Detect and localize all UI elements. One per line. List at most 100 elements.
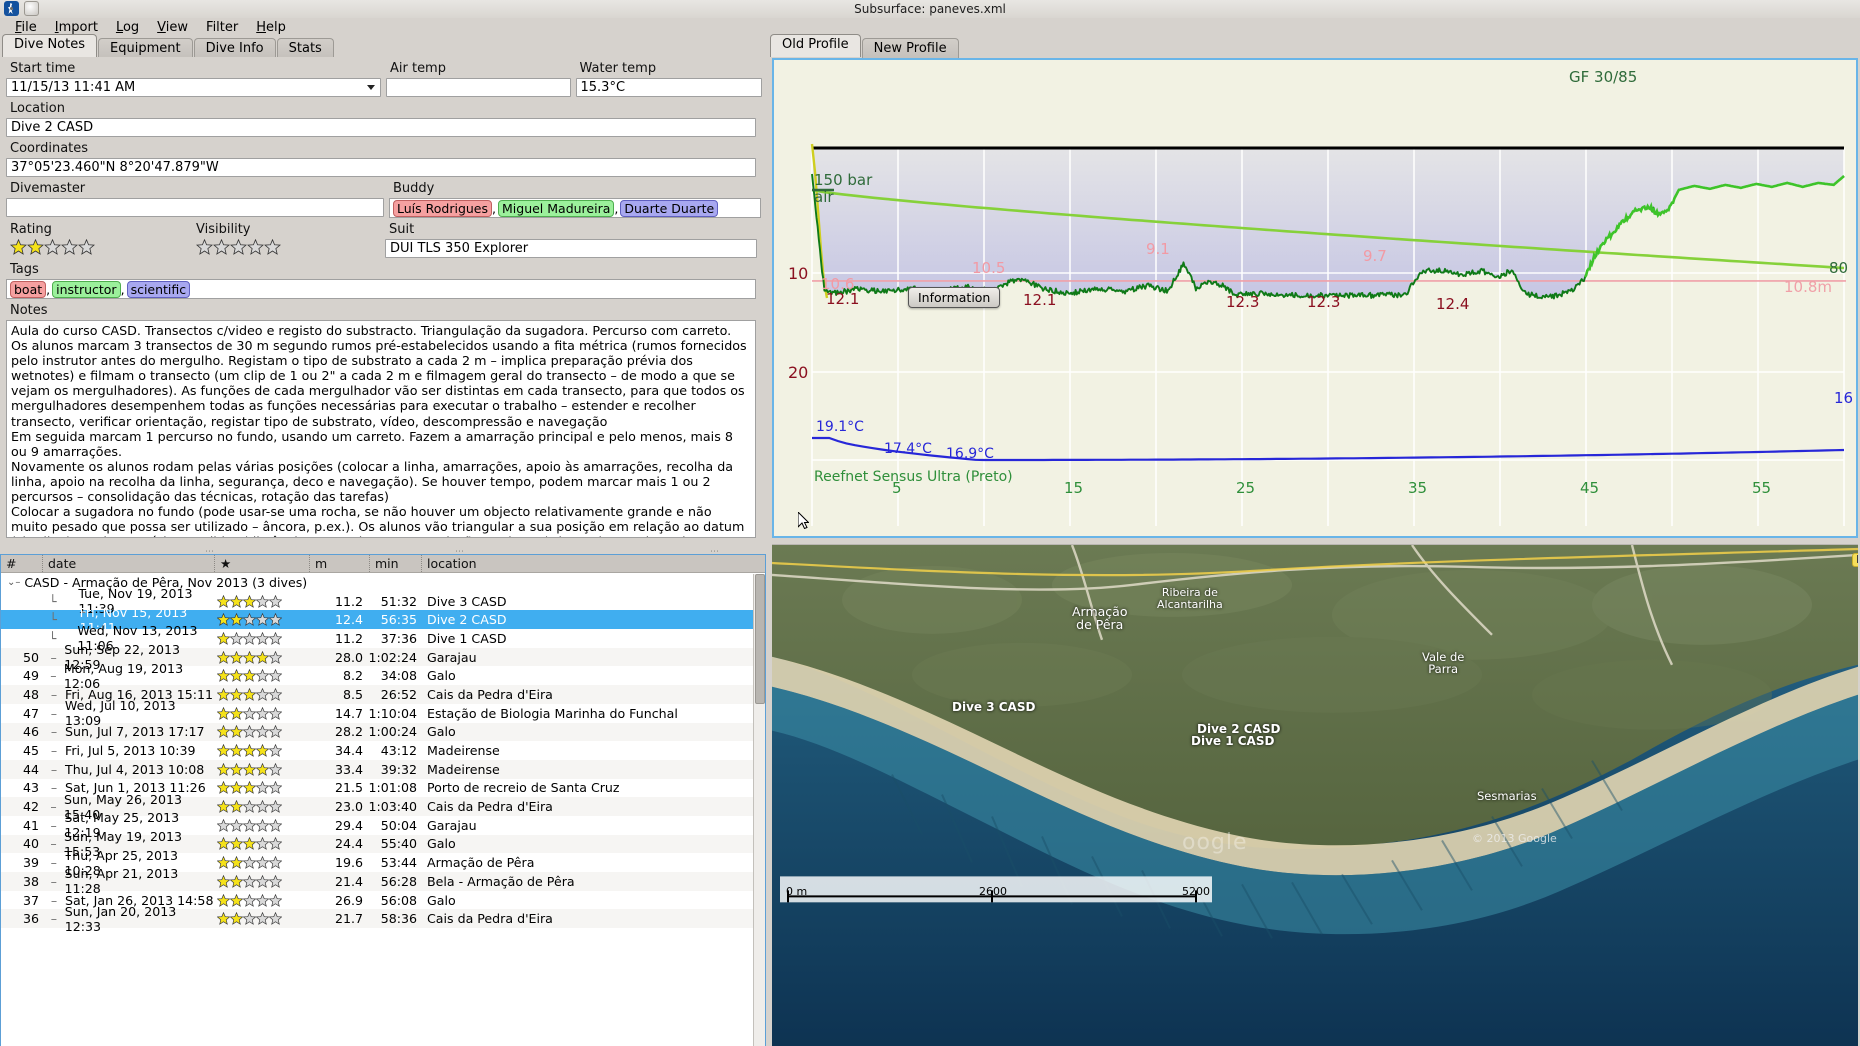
dive-location: Galo	[427, 724, 456, 740]
start-time-input[interactable]: 11/15/13 11:41 AM	[6, 78, 381, 97]
water-temp-input[interactable]: 15.3°C	[575, 78, 762, 97]
star-icon	[61, 239, 78, 255]
table-row[interactable]: └ Tue, Nov 19, 2013 11:39 11.2 51:32 Dive 3 …	[1, 586, 765, 616]
suit-input[interactable]: DUI TLS 350 Explorer	[385, 239, 757, 258]
buddy-label: Buddy	[393, 181, 435, 196]
gas-mix-label: air	[814, 188, 834, 206]
tag-chip[interactable]: instructor	[52, 280, 121, 298]
column-header-number[interactable]: #	[1, 555, 43, 572]
dive-list-group-row[interactable]: ⌄– CASD - Armação de Pêra, Nov 2013 (3 d…	[1, 573, 765, 592]
air-temp-input[interactable]	[385, 78, 571, 97]
map-marker-dive-3[interactable]: Dive 3 CASD	[952, 700, 1036, 714]
buddy-chip[interactable]: Duarte Duarte	[620, 199, 719, 217]
table-row[interactable]: └ Fri, Nov 15, 2013 11:41 12.4 56:35 Dive 2 …	[1, 605, 765, 635]
tab-new-profile[interactable]: New Profile	[861, 38, 959, 59]
star-icon	[243, 893, 256, 907]
coordinates-input[interactable]: 37°05'23.460"N 8°20'47.879"W	[6, 158, 756, 177]
table-row[interactable]: 45– Fri, Jul 5, 2013 10:39 34.4 43:12 Madeir…	[1, 741, 765, 760]
dive-depth: 28.2	[334, 724, 363, 740]
table-row[interactable]: 42– Sun, May 26, 2013 15:40 23.0 1:03:40 Cai…	[1, 792, 765, 822]
menu-help[interactable]: Help	[256, 19, 286, 35]
notes-textarea[interactable]: Aula do curso CASD. Transectos c/video e…	[6, 320, 756, 538]
column-header-rating[interactable]: ★	[215, 555, 310, 572]
map-marker-dive-2[interactable]: Dive 2 CASD	[1197, 722, 1281, 736]
star-icon	[243, 669, 256, 683]
dive-rating	[215, 853, 310, 872]
table-row[interactable]: 47– Wed, Jul 10, 2013 13:09 14.7 1:10:04 Est…	[1, 698, 765, 728]
profile-tabs: Old Profile New Profile	[770, 34, 960, 59]
table-row[interactable]: 43– Sat, Jun 1, 2013 11:26 21.5 1:01:08 Port…	[1, 779, 765, 798]
star-icon	[243, 912, 256, 926]
tab-stats[interactable]: Stats	[276, 38, 334, 59]
map-marker-dive-1[interactable]: Dive 1 CASD	[1191, 734, 1275, 748]
table-row[interactable]: 50– Sun, Sep 22, 2013 12:59 28.0 1:02:24 Gar…	[1, 642, 765, 672]
rating-stars[interactable]	[10, 239, 192, 255]
menu-file[interactable]: FFileile	[15, 19, 37, 35]
tab-equipment[interactable]: Equipment	[98, 38, 193, 59]
buddy-chip[interactable]: Miguel Madureira	[498, 199, 615, 217]
tag-chip[interactable]: boat	[10, 280, 47, 298]
dive-number: 50	[22, 649, 39, 665]
splitter-dots: ⋯	[455, 547, 465, 557]
star-icon	[217, 874, 230, 888]
dive-depth: 11.2	[334, 630, 363, 646]
table-row[interactable]: 48– Fri, Aug 16, 2013 15:11 8.5 26:52 Cais d…	[1, 685, 765, 704]
table-row[interactable]: 39– Thu, Apr 25, 2013 10:28 19.6 53:44 Armaç…	[1, 848, 765, 878]
tags-input[interactable]: boat, instructor, scientific	[6, 279, 756, 299]
map-scale-max: 5200	[1182, 885, 1210, 898]
star-icon	[44, 239, 61, 255]
tab-dive-notes[interactable]: Dive Notes	[2, 34, 97, 57]
star-icon	[230, 744, 243, 757]
table-row[interactable]: 49– Mon, Aug 19, 2013 12:06 8.2 34:08 Galo	[1, 661, 765, 691]
buddy-input[interactable]: Luís Rodrigues, Miguel Madureira, Duarte D…	[389, 198, 761, 218]
dive-profile-chart[interactable]: GF 30/85 150 bar air 80 10.8m 16 10 20 R…	[772, 58, 1858, 538]
window-menu-icon[interactable]	[24, 1, 39, 16]
column-header-depth[interactable]: m	[310, 555, 370, 572]
star-icon	[243, 818, 256, 832]
menu-import[interactable]: Import	[54, 19, 98, 35]
column-header-date[interactable]: date	[43, 555, 215, 572]
dive-location: Bela - Armação de Pêra	[427, 873, 575, 889]
star-icon	[243, 800, 256, 813]
dive-duration: 56:28	[380, 873, 417, 889]
divemaster-input[interactable]	[6, 198, 384, 217]
visibility-stars[interactable]	[196, 239, 380, 255]
dive-date: – Wed, Jul 10, 2013 13:09	[43, 698, 215, 728]
dive-number: 49	[22, 668, 39, 684]
tag-chip[interactable]: scientific	[126, 280, 191, 298]
star-icon	[256, 912, 269, 926]
table-row[interactable]: 41– Sat, May 25, 2013 12:19 29.4 50:04 Garaj…	[1, 810, 765, 840]
information-button[interactable]: Information	[908, 287, 1001, 308]
table-row[interactable]: 38– Sun, Apr 21, 2013 11:28 21.4 56:28 Bela …	[1, 866, 765, 896]
table-row[interactable]: 46– Sun, Jul 7, 2013 17:17 28.2 1:00:24 Galo	[1, 722, 765, 742]
table-row[interactable]: 40– Sun, May 19, 2013 15:53 24.4 55:40 Galo	[1, 829, 765, 859]
dive-list-scrollbar[interactable]	[753, 574, 765, 1046]
dive-rating	[215, 835, 310, 854]
star-icon	[269, 650, 282, 664]
scrollbar-thumb[interactable]	[755, 574, 765, 704]
menu-view[interactable]: View	[157, 19, 189, 35]
dive-list[interactable]: # date ★ m min location ⌄– CASD - Armaçã…	[0, 554, 766, 1046]
menu-log[interactable]: Log	[115, 19, 140, 35]
tab-dive-info[interactable]: Dive Info	[193, 38, 276, 59]
star-icon	[269, 744, 282, 757]
window-icons	[4, 1, 39, 16]
buddy-chip[interactable]: Luís Rodrigues	[393, 199, 493, 217]
star-icon	[256, 837, 269, 851]
table-row[interactable]: 36– Sun, Jan 20, 2013 12:33 21.7 58:36 Cais …	[1, 904, 765, 934]
depth-annotation: 12.4	[1436, 295, 1469, 313]
dive-rating	[215, 816, 310, 835]
panel-splitter[interactable]: ⋯ ⋯ ⋯	[0, 544, 768, 557]
column-header-location[interactable]: location	[427, 556, 477, 571]
expand-collapse-icon[interactable]: ⌄–	[7, 576, 21, 588]
menu-filter[interactable]: Filter	[206, 19, 239, 35]
star-icon	[269, 818, 282, 832]
star-icon	[243, 856, 256, 870]
location-input[interactable]: Dive 2 CASD	[6, 118, 756, 137]
tab-old-profile[interactable]: Old Profile	[770, 34, 861, 57]
dive-rating	[215, 779, 310, 798]
table-row[interactable]: 37– Sat, Jan 26, 2013 14:58 26.9 56:08 Galo	[1, 891, 765, 910]
column-header-duration[interactable]: min	[370, 555, 422, 572]
table-row[interactable]: 44– Thu, Jul 4, 2013 10:08 33.4 39:32 Madeir…	[1, 759, 765, 779]
